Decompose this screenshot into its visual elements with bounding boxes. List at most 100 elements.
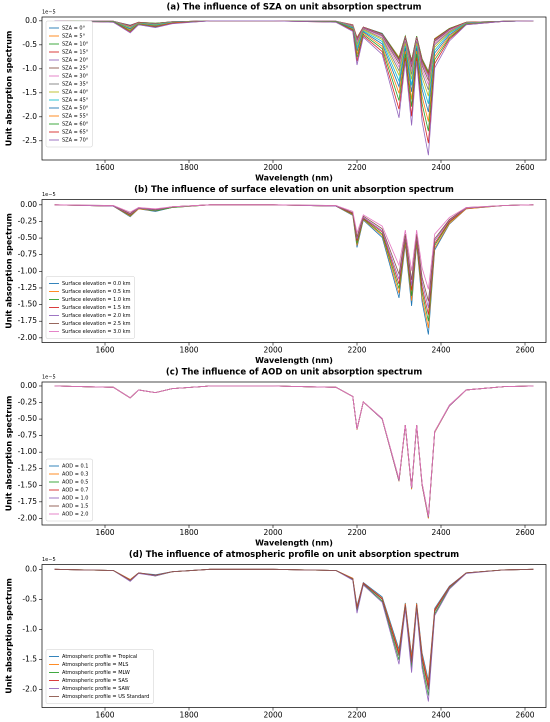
legend-label: SZA = 65° (62, 130, 89, 136)
y-offset-label: 1e−5 (42, 557, 56, 563)
legend-label: SZA = 70° (62, 138, 89, 144)
series-line (54, 20, 534, 132)
panel: (d) The influence of atmospheric profile… (5, 550, 547, 722)
y-tick-label: -0.50 (18, 233, 38, 242)
series-line (54, 20, 534, 122)
y-tick-label: -0.5 (22, 594, 37, 603)
legend-box (45, 20, 93, 148)
x-tick-label: 1800 (179, 346, 198, 355)
y-tick-label: -2.0 (22, 112, 37, 121)
y-tick-label: -0.25 (18, 216, 38, 225)
legend-label: SZA = 40° (62, 90, 89, 96)
x-tick-label: 2200 (347, 528, 366, 537)
legend-box (45, 458, 93, 522)
y-axis-label: Unit absorption spectrum (5, 31, 14, 147)
legend-label: Atmospheric profile = Tropical (62, 654, 137, 660)
y-tick-label: -1.0 (22, 64, 37, 73)
series-line (54, 20, 534, 144)
legend-box (45, 649, 154, 704)
x-tick-label: 1600 (95, 346, 114, 355)
legend-label: AOD = 0.5 (62, 480, 88, 486)
y-offset-label: 1e−5 (42, 192, 56, 198)
y-tick-label: -0.25 (18, 398, 38, 407)
legend-label: SZA = 25° (62, 66, 89, 72)
x-axis-label: Wavelength (nm) (255, 174, 333, 183)
y-offset-label: 1e−5 (42, 375, 56, 381)
chart-title: (b) The influence of surface elevation o… (134, 185, 454, 195)
legend-label: Surface elevation = 2.5 km (62, 321, 131, 327)
legend-label: Atmospheric profile = SAW (62, 686, 130, 692)
legend-label: AOD = 0.1 (62, 464, 88, 470)
x-tick-label: 2200 (347, 163, 366, 172)
series-line (54, 204, 534, 290)
series-line (54, 204, 534, 322)
x-tick-label: 1600 (95, 528, 114, 537)
x-axis-label: Wavelength (nm) (255, 539, 333, 548)
legend-label: SZA = 30° (62, 74, 89, 80)
y-tick-label: -1.5 (22, 654, 37, 663)
x-tick-label: 1600 (95, 163, 114, 172)
y-tick-label: -1.25 (18, 283, 38, 292)
legend-label: Surface elevation = 1.0 km (62, 297, 131, 303)
legend-label: SZA = 60° (62, 122, 89, 128)
series-line (54, 385, 534, 519)
series-line (54, 385, 534, 516)
x-tick-label: 2000 (263, 163, 282, 172)
series-line (54, 568, 534, 702)
y-tick-label: 0.00 (20, 200, 37, 209)
x-tick-label: 1800 (179, 711, 198, 720)
x-tick-label: 2400 (431, 711, 450, 720)
y-tick-label: -1.5 (22, 88, 37, 97)
x-tick-label: 2000 (263, 711, 282, 720)
legend-label: AOD = 0.3 (62, 472, 88, 478)
x-tick-label: 2000 (263, 346, 282, 355)
y-tick-label: -1.0 (22, 624, 37, 633)
panel: (b) The influence of surface elevation o… (5, 185, 547, 365)
series-line (54, 20, 534, 91)
legend-label: Surface elevation = 0.5 km (62, 289, 131, 295)
y-tick-label: 0.0 (25, 564, 37, 573)
plot-frame (41, 16, 547, 161)
series-line (54, 385, 534, 518)
x-tick-label: 1800 (179, 163, 198, 172)
legend: Surface elevation = 0.0 km Surface elevat… (45, 276, 135, 339)
legend-label: SZA = 0° (62, 26, 86, 32)
series-line (54, 385, 534, 519)
series-line (54, 204, 534, 302)
legend-label: AOD = 0.7 (62, 488, 88, 494)
legend-label: Surface elevation = 0.0 km (62, 281, 131, 287)
x-tick-label: 2000 (263, 528, 282, 537)
y-tick-label: -1.50 (18, 300, 38, 309)
x-tick-label: 2400 (431, 528, 450, 537)
series-line (54, 385, 534, 516)
x-tick-label: 2400 (431, 346, 450, 355)
series-line (54, 204, 534, 309)
legend-label: Atmospheric profile = SAS (62, 678, 128, 684)
legend-label: SZA = 20° (62, 58, 89, 64)
x-tick-label: 2600 (515, 163, 534, 172)
y-axis-label: Unit absorption spectrum (5, 396, 14, 512)
legend-label: Atmospheric profile = US Standard (62, 694, 149, 700)
plot-frame (41, 564, 547, 708)
legend-label: AOD = 1.0 (62, 496, 88, 502)
y-tick-label: -0.5 (22, 40, 37, 49)
plot-frame (41, 199, 547, 343)
chart-title: (c) The influence of AOD on unit absorpt… (166, 368, 423, 378)
y-tick-label: -2.00 (18, 513, 38, 522)
x-tick-label: 2600 (515, 528, 534, 537)
legend: SZA = 0° SZA = 5° SZA = 10° SZA = 15° SZA = … (45, 20, 93, 148)
y-tick-label: -2.00 (18, 333, 38, 342)
y-tick-label: -1.75 (18, 497, 38, 506)
y-axis-label: Unit absorption spectrum (5, 578, 14, 694)
x-tick-label: 2200 (347, 711, 366, 720)
legend-label: SZA = 15° (62, 50, 89, 56)
x-tick-label: 2400 (431, 163, 450, 172)
x-axis-label: Wavelength (nm) (255, 356, 333, 365)
y-tick-label: 0.0 (25, 16, 37, 25)
legend-label: AOD = 2.0 (62, 512, 88, 518)
y-axis-label: Unit absorption spectrum (5, 213, 14, 329)
legend-label: Surface elevation = 1.5 km (62, 305, 131, 311)
chart-title: (a) The influence of SZA on unit absorpt… (166, 3, 421, 13)
legend-label: Atmospheric profile = MLS (62, 662, 128, 668)
